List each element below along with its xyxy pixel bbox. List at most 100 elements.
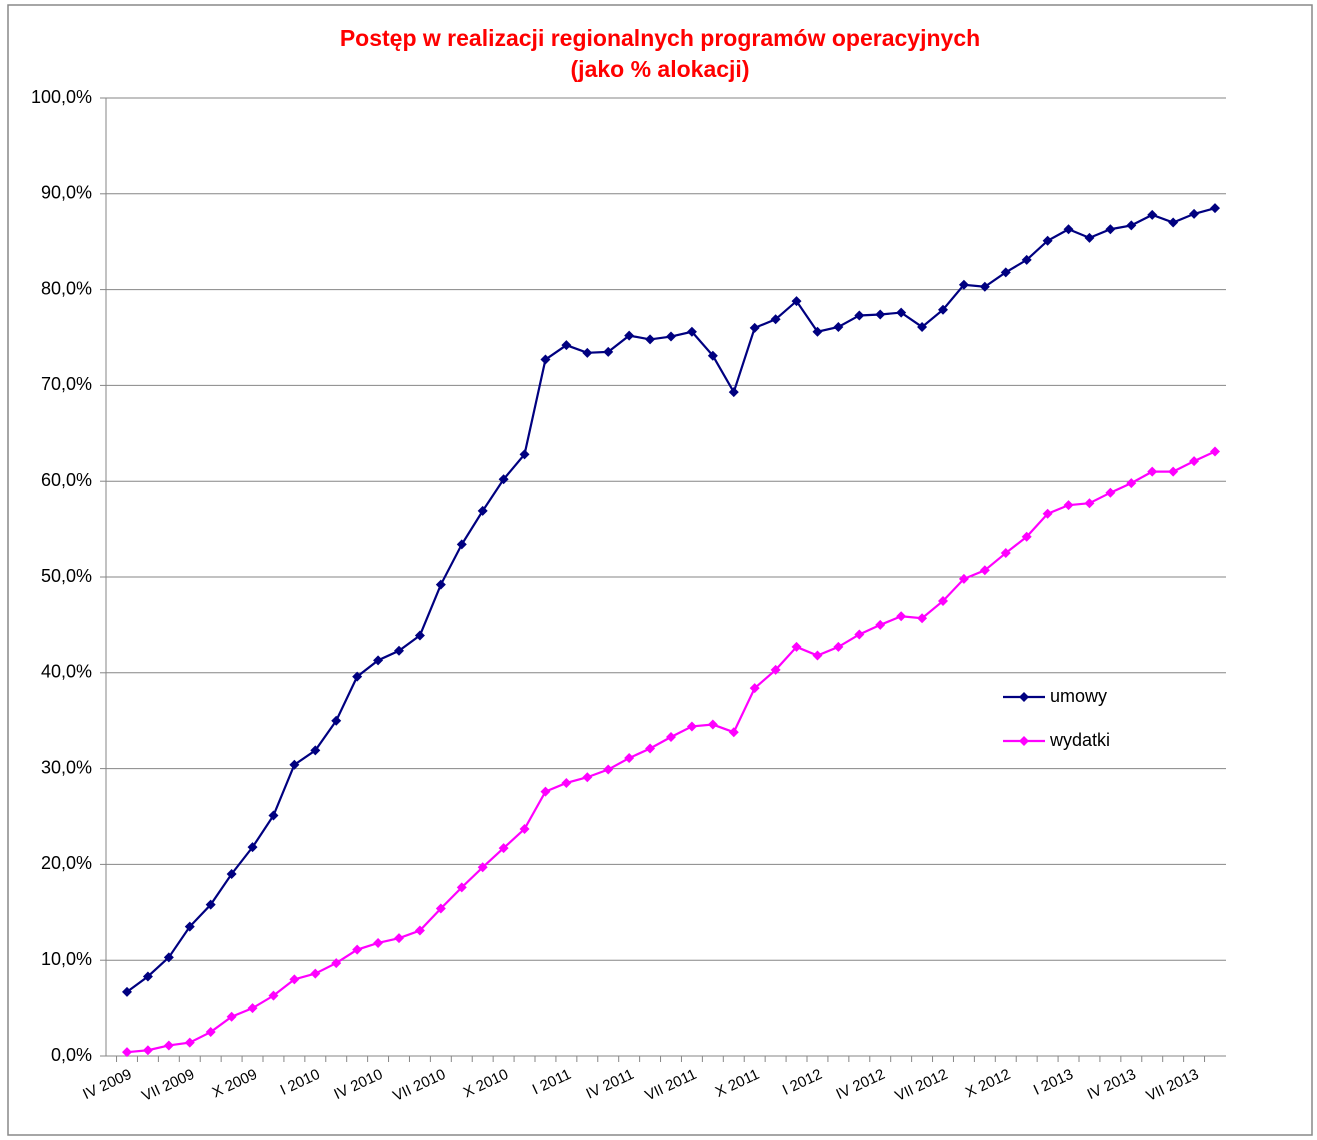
point-marker <box>289 759 300 770</box>
point-marker <box>394 645 404 656</box>
point-marker <box>1189 208 1200 219</box>
point-marker <box>979 281 990 292</box>
point-marker <box>749 322 760 333</box>
point-marker <box>624 330 635 341</box>
point-marker <box>770 664 781 675</box>
point-marker <box>728 727 739 738</box>
point-marker <box>205 899 216 910</box>
point-marker <box>1042 235 1053 246</box>
point-marker <box>603 346 614 357</box>
point-marker <box>645 334 656 345</box>
point-marker <box>582 772 593 783</box>
point-marker <box>1021 531 1032 542</box>
point-marker <box>373 655 384 666</box>
legend-marker <box>1019 692 1029 702</box>
y-tick-label: 60,0% <box>41 470 92 490</box>
point-marker <box>498 474 509 485</box>
point-marker <box>854 310 865 321</box>
point-marker <box>289 974 300 985</box>
point-marker <box>1147 209 1158 220</box>
point-marker <box>477 505 488 516</box>
point-marker <box>707 719 718 730</box>
point-marker <box>666 331 676 342</box>
point-marker <box>624 753 635 764</box>
point-marker <box>582 347 593 358</box>
point-marker <box>896 611 907 622</box>
point-marker <box>812 650 823 661</box>
point-marker <box>352 671 363 682</box>
point-marker <box>749 683 760 694</box>
y-tick-label: 100,0% <box>31 87 92 107</box>
y-tick-label: 50,0% <box>41 566 92 586</box>
point-marker <box>122 986 132 997</box>
point-marker <box>791 641 802 652</box>
point-marker <box>310 968 321 979</box>
point-marker <box>1105 224 1116 235</box>
point-marker <box>833 641 844 652</box>
legend-label: umowy <box>1050 686 1107 706</box>
point-marker <box>184 1037 195 1048</box>
point-marker <box>1000 548 1011 559</box>
chart-subtitle: (jako % alokacji) <box>571 56 750 82</box>
point-marker <box>435 903 446 914</box>
point-marker <box>1168 217 1179 228</box>
point-marker <box>122 1047 132 1058</box>
point-marker <box>875 619 886 630</box>
point-marker <box>163 952 174 963</box>
point-marker <box>1210 446 1220 457</box>
y-tick-label: 40,0% <box>41 662 92 682</box>
point-marker <box>1000 267 1011 278</box>
point-marker <box>352 944 363 955</box>
point-marker <box>1063 500 1074 511</box>
point-marker <box>833 321 844 332</box>
point-marker <box>1042 508 1053 519</box>
y-tick-label: 70,0% <box>41 374 92 394</box>
point-marker <box>394 933 404 944</box>
point-marker <box>477 862 488 873</box>
legend-marker <box>1019 736 1029 746</box>
point-marker <box>686 721 697 732</box>
point-marker <box>1084 498 1095 509</box>
point-marker <box>561 340 572 351</box>
point-marker <box>435 579 446 590</box>
y-tick-label: 0,0% <box>51 1045 92 1065</box>
point-marker <box>1147 466 1158 477</box>
y-tick-label: 20,0% <box>41 853 92 873</box>
y-tick-label: 30,0% <box>41 757 92 777</box>
point-marker <box>917 613 928 624</box>
y-tick-label: 10,0% <box>41 949 92 969</box>
point-marker <box>163 1040 174 1051</box>
point-marker <box>854 629 865 640</box>
point-marker <box>498 843 509 854</box>
point-marker <box>770 314 781 325</box>
point-marker <box>666 731 676 742</box>
point-marker <box>331 715 342 726</box>
point-marker <box>205 1027 216 1038</box>
point-marker <box>812 326 823 337</box>
point-marker <box>917 321 928 332</box>
point-marker <box>142 971 153 982</box>
point-marker <box>958 573 969 584</box>
point-marker <box>938 304 948 315</box>
point-marker <box>456 882 467 893</box>
point-marker <box>247 1003 258 1014</box>
point-marker <box>519 449 530 460</box>
point-marker <box>1105 487 1116 498</box>
point-marker <box>728 387 739 398</box>
point-marker <box>331 958 342 969</box>
point-marker <box>561 777 572 788</box>
point-marker <box>540 786 551 797</box>
point-marker <box>268 810 279 821</box>
point-marker <box>938 595 948 606</box>
point-marker <box>979 565 990 576</box>
point-marker <box>142 1045 153 1056</box>
point-marker <box>184 921 195 932</box>
point-marker <box>707 350 718 361</box>
point-marker <box>686 326 697 337</box>
chart-border <box>7 4 1313 1136</box>
point-marker <box>1021 254 1032 265</box>
point-marker <box>875 309 886 320</box>
point-marker <box>1084 232 1095 243</box>
point-marker <box>226 868 237 879</box>
point-marker <box>414 925 425 936</box>
